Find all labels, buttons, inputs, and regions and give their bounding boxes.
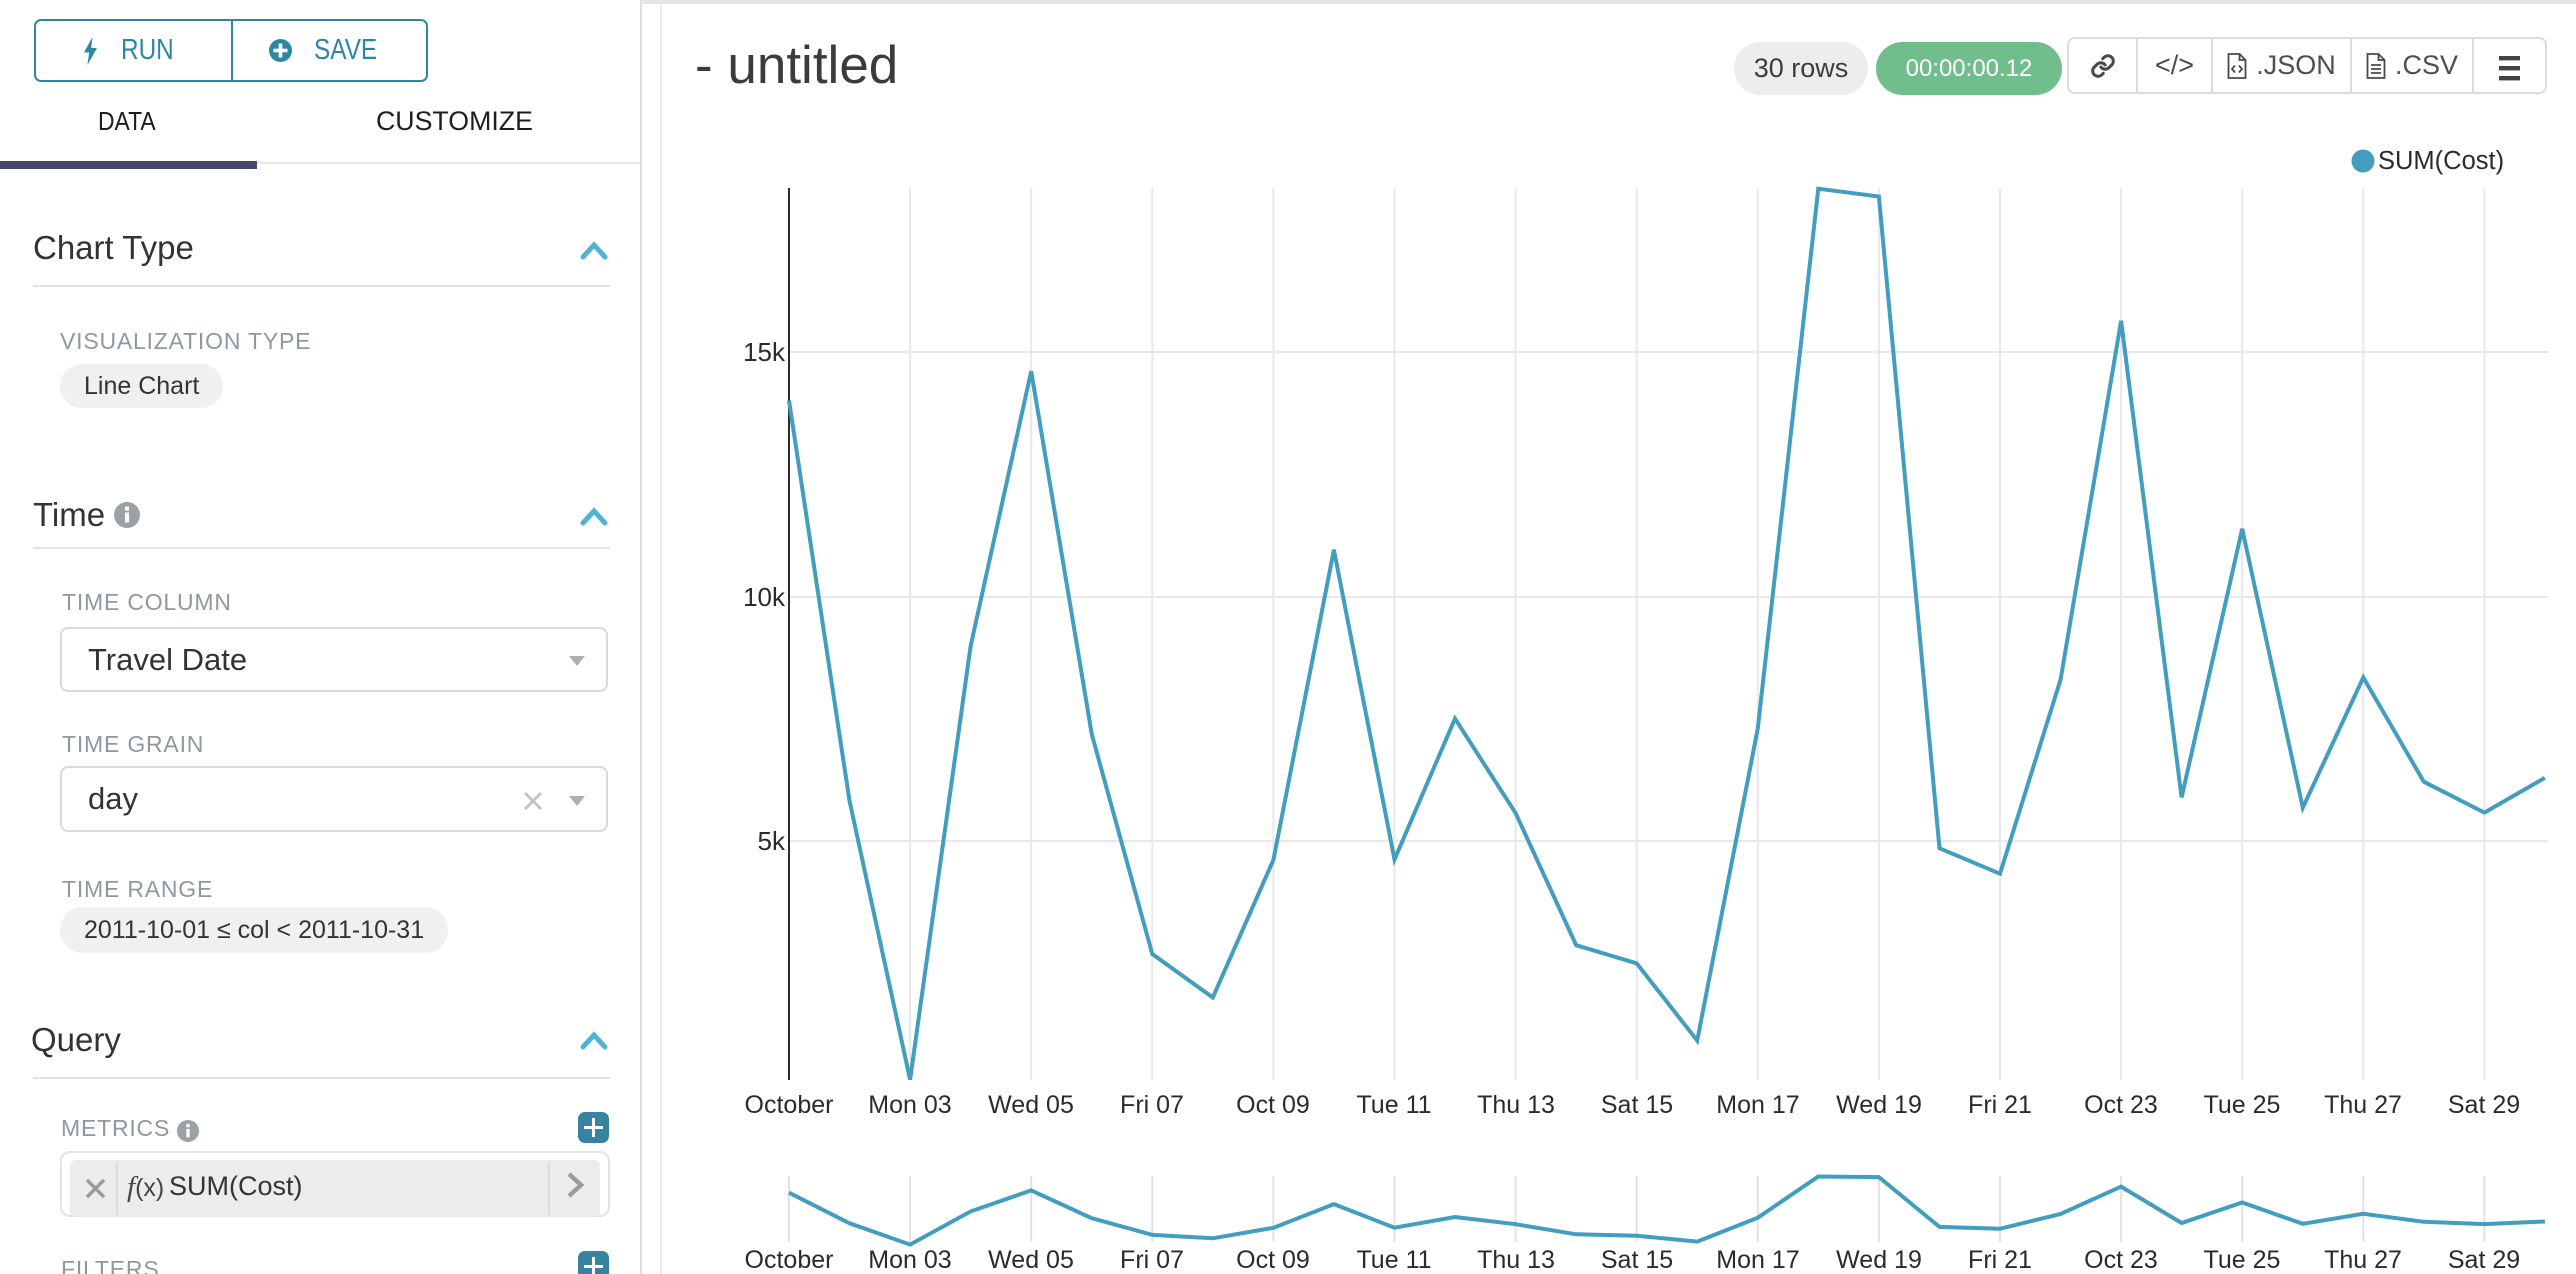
svg-text:Wed 05: Wed 05 [988, 1091, 1074, 1119]
svg-text:Thu 13: Thu 13 [1477, 1246, 1555, 1274]
svg-text:Wed 19: Wed 19 [1836, 1091, 1922, 1119]
svg-text:Mon 17: Mon 17 [1716, 1246, 1799, 1274]
svg-text:5k: 5k [758, 826, 786, 856]
svg-text:Oct 23: Oct 23 [2084, 1246, 2158, 1274]
svg-text:Oct 09: Oct 09 [1236, 1246, 1310, 1274]
svg-text:Fri 07: Fri 07 [1120, 1091, 1184, 1119]
svg-text:October: October [745, 1091, 834, 1119]
svg-text:Tue 11: Tue 11 [1356, 1091, 1431, 1119]
svg-text:15k: 15k [743, 337, 786, 367]
svg-text:Sat 15: Sat 15 [1601, 1091, 1673, 1119]
svg-text:Oct 23: Oct 23 [2084, 1091, 2158, 1119]
svg-text:Sat 15: Sat 15 [1601, 1246, 1673, 1274]
svg-text:Sat 29: Sat 29 [2448, 1091, 2520, 1119]
svg-text:Thu 27: Thu 27 [2324, 1246, 2402, 1274]
svg-text:Mon 03: Mon 03 [868, 1246, 951, 1274]
svg-text:Fri 21: Fri 21 [1968, 1091, 2032, 1119]
svg-text:Mon 03: Mon 03 [868, 1091, 951, 1119]
svg-text:Thu 27: Thu 27 [2324, 1091, 2402, 1119]
svg-text:Sat 29: Sat 29 [2448, 1246, 2520, 1274]
svg-text:Thu 13: Thu 13 [1477, 1091, 1555, 1119]
svg-text:10k: 10k [743, 582, 786, 612]
svg-text:Oct 09: Oct 09 [1236, 1091, 1310, 1119]
svg-text:Wed 05: Wed 05 [988, 1246, 1074, 1274]
svg-text:Fri 21: Fri 21 [1968, 1246, 2032, 1274]
svg-text:Tue 25: Tue 25 [2204, 1246, 2281, 1274]
svg-text:Mon 17: Mon 17 [1716, 1091, 1799, 1119]
svg-text:Tue 25: Tue 25 [2204, 1091, 2281, 1119]
svg-text:Tue 11: Tue 11 [1356, 1246, 1431, 1274]
svg-text:SUM(Cost): SUM(Cost) [2378, 147, 2504, 175]
svg-text:October: October [745, 1246, 834, 1274]
svg-text:Wed 19: Wed 19 [1836, 1246, 1922, 1274]
svg-text:Fri 07: Fri 07 [1120, 1246, 1184, 1274]
